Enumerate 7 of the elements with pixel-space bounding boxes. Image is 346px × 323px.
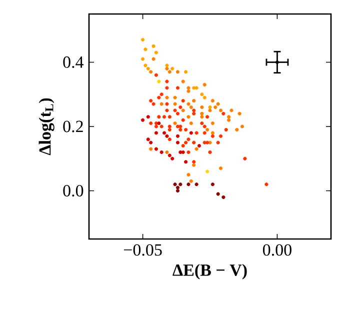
x-tick-label: 0.00 (262, 244, 292, 256)
y-tick-label: 0.4 (63, 56, 84, 68)
x-axis-title: ΔE(B − V) (172, 264, 247, 280)
x-tick-label: −0.05 (124, 244, 162, 256)
y-tick-label: 0.2 (63, 120, 83, 132)
y-tick-label: 0.0 (63, 185, 84, 197)
y-axis-title: Δlog(t$_{L}$) (38, 98, 54, 156)
